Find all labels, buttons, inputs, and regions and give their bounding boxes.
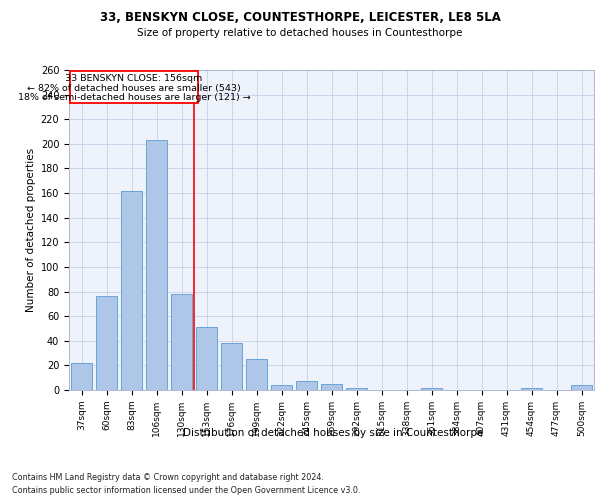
Bar xyxy=(421,388,442,390)
Bar xyxy=(171,294,192,390)
Bar xyxy=(221,343,242,390)
Text: 33, BENSKYN CLOSE, COUNTESTHORPE, LEICESTER, LE8 5LA: 33, BENSKYN CLOSE, COUNTESTHORPE, LEICES… xyxy=(100,11,500,24)
Bar xyxy=(571,385,592,390)
Text: Size of property relative to detached houses in Countesthorpe: Size of property relative to detached ho… xyxy=(137,28,463,38)
Bar xyxy=(121,190,142,390)
Bar xyxy=(321,384,342,390)
Bar xyxy=(271,385,292,390)
Y-axis label: Number of detached properties: Number of detached properties xyxy=(26,148,37,312)
Text: Distribution of detached houses by size in Countesthorpe: Distribution of detached houses by size … xyxy=(183,428,483,438)
FancyBboxPatch shape xyxy=(70,71,198,103)
Bar xyxy=(71,363,92,390)
Bar xyxy=(96,296,117,390)
Text: ← 82% of detached houses are smaller (543): ← 82% of detached houses are smaller (54… xyxy=(27,84,241,92)
Bar xyxy=(521,388,542,390)
Bar xyxy=(296,382,317,390)
Text: 33 BENSKYN CLOSE: 156sqm: 33 BENSKYN CLOSE: 156sqm xyxy=(65,74,203,82)
Text: Contains public sector information licensed under the Open Government Licence v3: Contains public sector information licen… xyxy=(12,486,361,495)
Text: Contains HM Land Registry data © Crown copyright and database right 2024.: Contains HM Land Registry data © Crown c… xyxy=(12,472,324,482)
Bar xyxy=(346,388,367,390)
Text: 18% of semi-detached houses are larger (121) →: 18% of semi-detached houses are larger (… xyxy=(17,94,250,102)
Bar xyxy=(196,327,217,390)
Bar xyxy=(246,359,267,390)
Bar xyxy=(146,140,167,390)
